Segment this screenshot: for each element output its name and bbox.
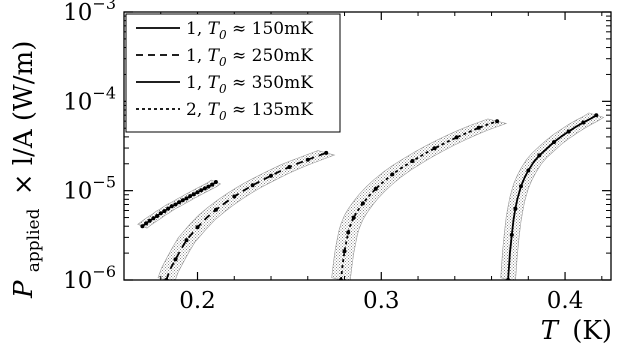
series-1-point xyxy=(206,184,211,189)
series-2-band xyxy=(157,150,336,280)
series-1-point xyxy=(140,224,145,229)
series-3-point xyxy=(526,168,531,173)
series-4-point xyxy=(476,125,481,130)
series-4-point xyxy=(373,186,378,191)
legend-box xyxy=(125,13,341,133)
uncertainty-bands xyxy=(137,112,605,280)
y-axis-title: P applied × l/A (W/m) xyxy=(9,41,46,299)
series-1-point xyxy=(202,186,207,191)
series-3-point xyxy=(552,140,556,145)
series-1-point xyxy=(210,182,215,187)
series-2-point xyxy=(305,157,310,162)
series-1-point xyxy=(199,188,204,193)
y-tick-label: 10−5 xyxy=(63,173,116,205)
series-4-point xyxy=(390,172,395,177)
series-3-point xyxy=(519,184,523,189)
series-3-point xyxy=(566,129,571,134)
series-1-point xyxy=(144,221,149,226)
legend: 1, T0 ≈ 150mK 1, T0 ≈ 250mK 1, T0 ≈ 350mK 2… xyxy=(125,13,341,133)
series-4-point xyxy=(495,119,500,124)
legend-label-3: 1, T0 ≈ 350mK xyxy=(186,73,313,96)
series-1-point xyxy=(213,180,218,184)
series-2-point xyxy=(173,257,178,262)
series-1-point xyxy=(177,200,182,205)
series-4-line xyxy=(340,120,498,280)
series-1-point xyxy=(169,204,174,209)
series-1-point xyxy=(158,211,163,216)
y-tick-label: 10−3 xyxy=(63,0,116,26)
y-tick-label: 10−6 xyxy=(63,262,116,294)
series-1-point xyxy=(151,216,156,221)
legend-label-4: 2, T0 ≈ 135mK xyxy=(186,100,313,123)
series-2-point xyxy=(287,165,292,169)
series-3-point xyxy=(513,206,518,211)
series-1-point xyxy=(191,192,196,197)
series-3-point xyxy=(581,120,586,125)
series-2-point xyxy=(232,194,237,199)
x-tick-label: 0.2 xyxy=(179,288,216,314)
legend-label-1: 1, T0 ≈ 150mK xyxy=(186,19,313,42)
series-3-band xyxy=(500,112,605,280)
series-3-line xyxy=(507,114,597,280)
series-4-point xyxy=(410,159,415,163)
series-1-point xyxy=(195,190,200,195)
series-1-point xyxy=(162,209,167,214)
series-2-point xyxy=(213,207,218,212)
series-4-point xyxy=(342,249,347,254)
plot-frame xyxy=(123,11,612,281)
series-markers xyxy=(140,113,599,280)
x-tick-label: 0.3 xyxy=(363,288,400,314)
series-1-point xyxy=(147,218,152,223)
series-2-point xyxy=(184,238,189,243)
legend-label-2: 1, T0 ≈ 250mK xyxy=(186,46,313,69)
x-axis-title: T (K) xyxy=(541,316,612,345)
series-3-point xyxy=(537,153,542,158)
series-4-point xyxy=(432,146,437,151)
series-2-point xyxy=(195,225,200,230)
series-1-point xyxy=(155,214,160,218)
x-tick-label: 0.4 xyxy=(547,288,584,314)
series-1-point xyxy=(188,194,193,199)
series-1-point xyxy=(184,196,189,201)
series-1-point xyxy=(180,198,185,203)
series-4-point xyxy=(351,215,356,220)
series-2-line xyxy=(165,152,327,280)
series-3-point xyxy=(509,232,514,237)
axis-tick-labels: 0.2 0.3 0.4 10−6 10−5 10−4 10−3 xyxy=(63,0,583,314)
series-4-point xyxy=(454,135,459,140)
series-4-point xyxy=(346,230,351,235)
series-3-point xyxy=(594,113,599,118)
series-2-point xyxy=(269,173,273,178)
series-2-point xyxy=(324,150,329,155)
series-1-point xyxy=(173,202,178,207)
series-4-point xyxy=(360,201,365,206)
series-4-band xyxy=(331,118,508,280)
y-tick-label: 10−4 xyxy=(63,83,116,115)
series-1-point xyxy=(166,206,171,211)
series-2-point xyxy=(250,183,255,188)
